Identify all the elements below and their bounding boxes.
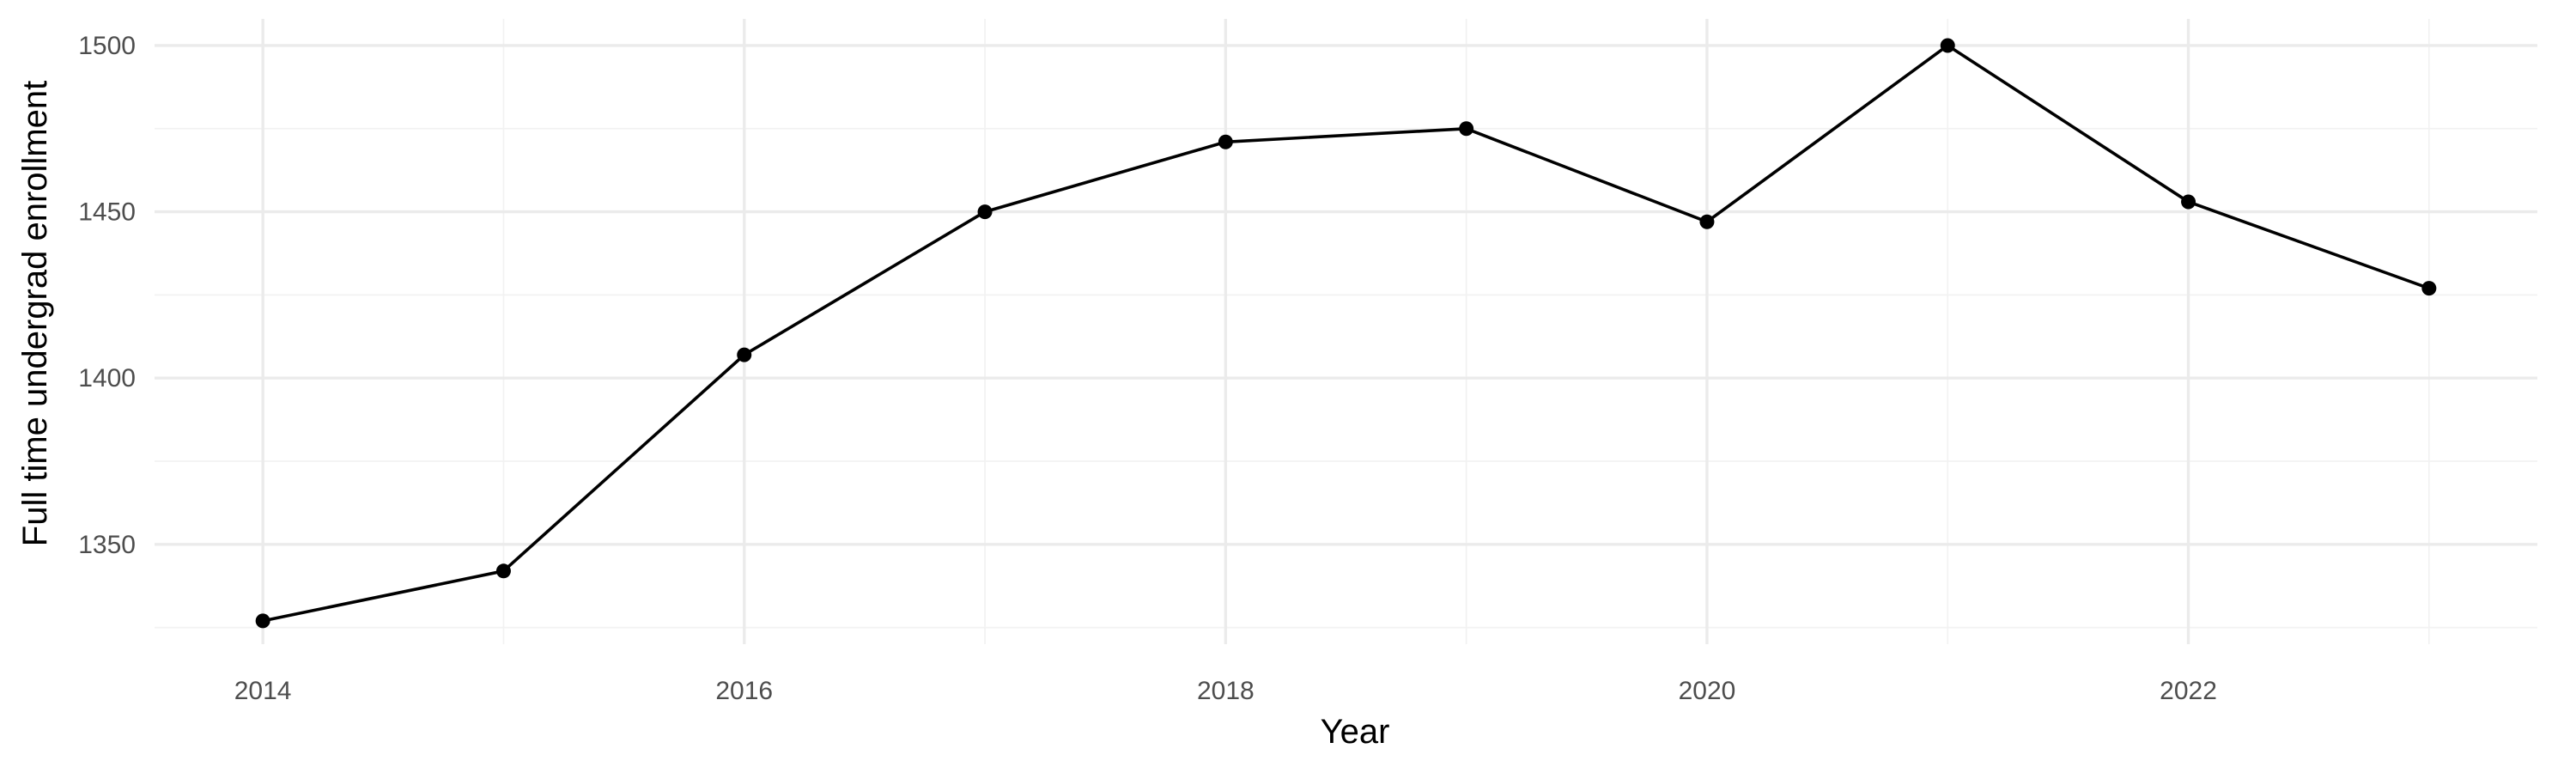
data-point xyxy=(1459,121,1474,137)
data-point xyxy=(1218,134,1233,149)
series-layer xyxy=(262,44,2430,623)
data-point xyxy=(737,347,752,362)
data-point xyxy=(495,563,511,579)
x-tick-label: 2014 xyxy=(234,677,292,705)
data-point xyxy=(977,204,993,220)
x-tick-label: 2022 xyxy=(2160,677,2217,705)
data-point xyxy=(1940,38,1955,53)
series-line xyxy=(262,44,2430,623)
data-point xyxy=(1699,214,1715,229)
y-axis-ticks: 1350 1400 1450 1500 xyxy=(78,32,136,559)
y-tick-label: 1450 xyxy=(78,198,136,227)
x-tick-label: 2020 xyxy=(1679,677,1736,705)
y-tick-label: 1400 xyxy=(78,364,136,393)
data-point xyxy=(255,613,270,629)
y-axis-title: Full time undergrad enrollment xyxy=(16,81,54,546)
data-point xyxy=(2181,194,2196,210)
x-axis-title: Year xyxy=(1321,713,1390,751)
data-point xyxy=(2421,281,2437,296)
x-axis-ticks: 2014 2016 2018 2020 2022 xyxy=(234,677,2217,705)
x-tick-label: 2016 xyxy=(715,677,773,705)
x-tick-label: 2018 xyxy=(1197,677,1255,705)
grid-lines xyxy=(155,19,2537,644)
y-tick-label: 1500 xyxy=(78,32,136,60)
y-tick-label: 1350 xyxy=(78,531,136,559)
data-points xyxy=(255,38,2437,629)
